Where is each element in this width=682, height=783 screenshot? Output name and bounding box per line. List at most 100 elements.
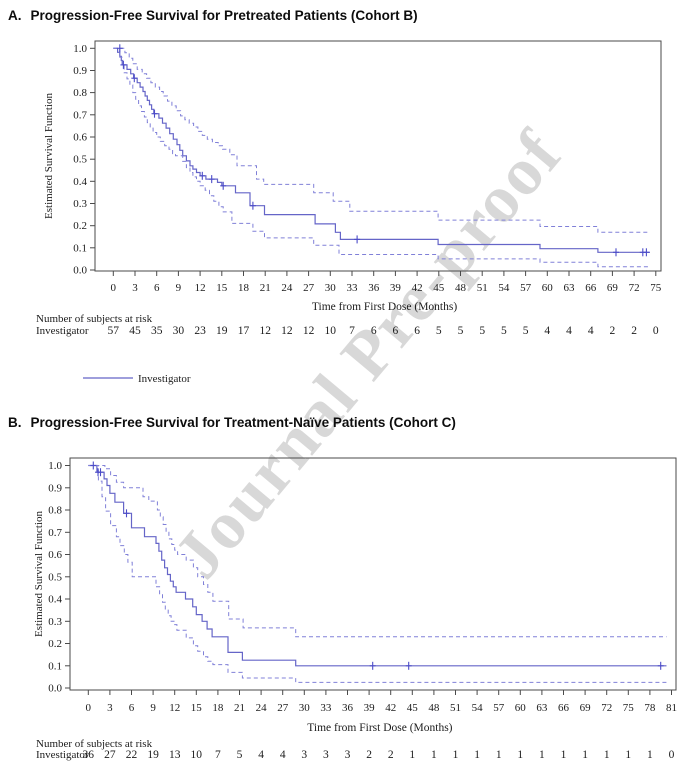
x-tick-label: 63	[536, 702, 548, 714]
censor-mark	[354, 235, 361, 244]
at-risk-count: 1	[496, 749, 502, 761]
x-tick-label: 45	[433, 282, 445, 294]
x-tick-label: 60	[515, 702, 527, 714]
at-risk-count: 1	[431, 749, 437, 761]
at-risk-count: 4	[544, 325, 550, 337]
y-tick-label: 0.9	[48, 482, 62, 494]
at-risk-count: 1	[517, 749, 523, 761]
at-risk-count: 1	[647, 749, 653, 761]
x-tick-label: 78	[644, 702, 656, 714]
at-risk-count: 7	[349, 325, 355, 337]
panel-b-chart: 1.0 0.9 0.8 0.7 0.6 0.5 0.4 0.3 0.2 0.1 0.0 Estimat…	[0, 440, 682, 783]
x-tick-label: 18	[212, 702, 224, 714]
y-tick-label: 0.5	[48, 571, 62, 583]
y-tick-label: 0.5	[73, 154, 87, 166]
y-tick-label: 0.0	[48, 683, 62, 695]
km-survival-line	[88, 464, 667, 667]
km-lower-ci-line	[113, 47, 650, 268]
x-tick-label: 21	[234, 702, 245, 714]
censor-mark	[405, 661, 412, 670]
censor-mark	[199, 171, 206, 180]
x-tick-label: 60	[542, 282, 554, 294]
x-tick-label: 3	[107, 702, 113, 714]
y-tick-label: 0.7	[48, 527, 62, 539]
x-tick-label: 75	[623, 702, 635, 714]
x-tick-label: 45	[407, 702, 419, 714]
y-tick-label: 0.9	[73, 65, 87, 77]
x-tick-label: 6	[129, 702, 135, 714]
km-chart-svg: 1.0 0.9 0.8 0.7 0.6 0.5 0.4 0.3 0.2 0.1 0.0 Estimat…	[33, 457, 677, 761]
x-tick-label: 66	[585, 282, 597, 294]
at-risk-count: 1	[604, 749, 610, 761]
km-upper-ci-line	[88, 465, 667, 638]
at-risk-count: 0	[669, 749, 675, 761]
plot-frame	[94, 40, 662, 272]
at-risk-count: 5	[523, 325, 529, 337]
y-tick-label: 0.6	[73, 132, 87, 144]
panel-a-letter: A.	[8, 8, 22, 23]
x-tick-label: 63	[564, 282, 576, 294]
x-tick-label: 24	[281, 282, 293, 294]
x-tick-label: 9	[150, 702, 156, 714]
at-risk-count: 45	[129, 325, 141, 337]
x-tick-label: 72	[601, 702, 612, 714]
x-tick-label: 54	[472, 702, 484, 714]
at-risk-count: 30	[173, 325, 185, 337]
y-tick-label: 0.8	[48, 505, 62, 517]
x-tick-label: 0	[86, 702, 92, 714]
x-tick-label: 15	[216, 282, 228, 294]
at-risk-count: 3	[323, 749, 329, 761]
censor-mark	[116, 44, 123, 53]
km-lower-ci-line	[88, 465, 667, 683]
at-risk-count: 10	[325, 325, 337, 337]
at-risk-count: 3	[345, 749, 351, 761]
panel-b-title: B. Progression-Free Survival for Treatmen…	[0, 410, 682, 430]
x-tick-label: 12	[195, 282, 206, 294]
x-tick-label: 6	[154, 282, 160, 294]
x-tick-label: 66	[558, 702, 570, 714]
at-risk-count: 19	[147, 749, 159, 761]
y-tick-label: 0.8	[73, 87, 87, 99]
at-risk-count: 35	[151, 325, 163, 337]
at-risk-count: 5	[501, 325, 507, 337]
x-tick-label: 57	[520, 282, 532, 294]
censor-mark	[613, 248, 619, 257]
x-tick-label: 72	[629, 282, 640, 294]
x-tick-label: 36	[342, 702, 354, 714]
at-risk-count: 7	[215, 749, 221, 761]
censor-mark	[90, 461, 97, 470]
at-risk-count: 1	[409, 749, 415, 761]
km-chart-svg: 1.0 0.9 0.8 0.7 0.6 0.5 0.4 0.3 0.2 0.1 0.0 Estimat…	[36, 40, 662, 385]
censor-mark	[657, 661, 664, 670]
panel-a: A. Progression-Free Survival for Pretreat…	[0, 0, 682, 385]
at-risk-count: 1	[582, 749, 588, 761]
y-tick-label: 0.2	[73, 220, 87, 232]
x-tick-label: 51	[450, 702, 461, 714]
at-risk-count: 1	[561, 749, 567, 761]
y-tick-label: 1.0	[48, 460, 62, 472]
censor-mark	[97, 468, 104, 477]
panel-b-letter: B.	[8, 415, 22, 430]
censor-mark	[131, 74, 138, 83]
censor-mark	[643, 248, 650, 257]
x-tick-label: 27	[303, 282, 315, 294]
x-tick-label: 0	[111, 282, 117, 294]
at-risk-count: 12	[303, 325, 315, 337]
at-risk-count: 17	[238, 325, 250, 337]
at-risk-count: 2	[366, 749, 372, 761]
at-risk-count: 1	[539, 749, 545, 761]
panel-a-title: A. Progression-Free Survival for Pretreat…	[0, 0, 682, 23]
y-tick-label: 0.6	[48, 549, 62, 561]
at-risk-count: 2	[610, 325, 616, 337]
x-tick-label: 69	[580, 702, 592, 714]
x-tick-label: 48	[455, 282, 467, 294]
x-tick-label: 48	[428, 702, 440, 714]
at-risk-count: 2	[388, 749, 394, 761]
x-tick-label: 33	[347, 282, 359, 294]
at-risk-count: 57	[108, 325, 120, 337]
at-risk-count: 6	[393, 325, 399, 337]
y-tick-label: 0.3	[48, 616, 62, 628]
at-risk-count: 23	[194, 325, 206, 337]
panel-b-title-text: Progression-Free Survival for Treatment-…	[30, 415, 456, 430]
